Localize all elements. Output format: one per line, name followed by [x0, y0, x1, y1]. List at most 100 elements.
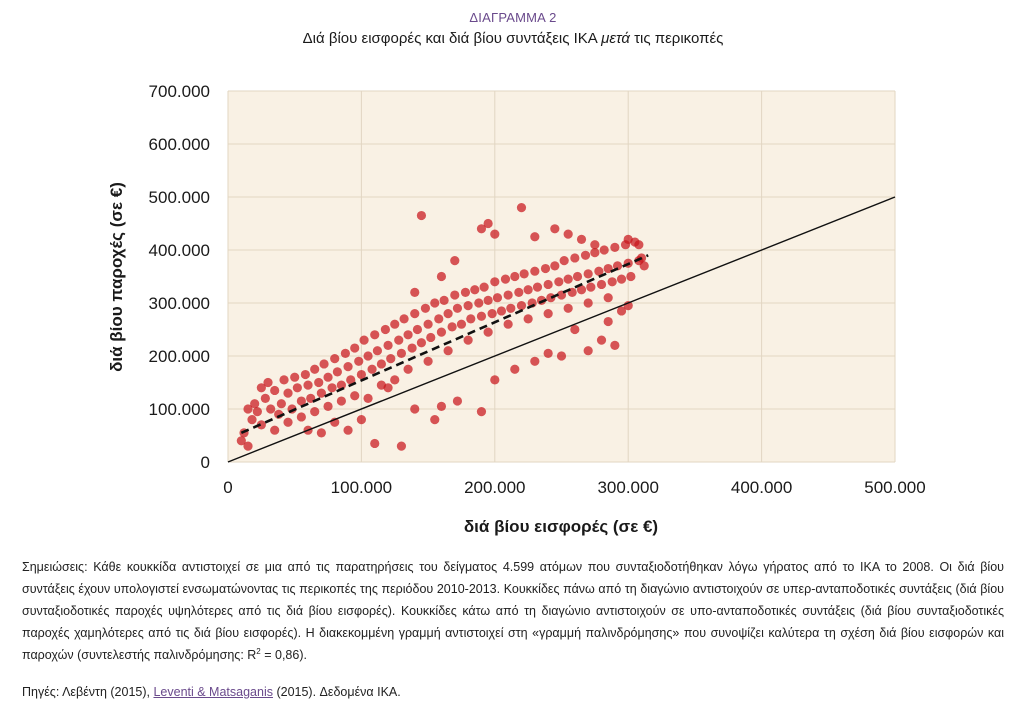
scatter-point-56	[420, 303, 431, 313]
scatter-point-43	[376, 359, 387, 369]
scatter-point-150	[530, 356, 540, 366]
scatter-point-86	[519, 269, 529, 279]
scatter-point-99	[563, 274, 573, 284]
scatter-point-75	[483, 295, 493, 305]
chart-title-part2: τις περικοπές	[629, 30, 724, 47]
scatter-point-184	[390, 375, 400, 385]
scatter-point-58	[426, 332, 436, 343]
scatter-point-110	[599, 245, 609, 255]
scatter-point-109	[596, 279, 607, 290]
scatter-point-175	[256, 420, 266, 430]
scatter-point-84	[514, 287, 524, 297]
scatter-point-10	[266, 404, 276, 414]
scatter-point-112	[607, 277, 617, 287]
scatter-point-114	[612, 261, 623, 271]
scatter-point-38	[359, 335, 369, 345]
scatter-point-178	[296, 412, 306, 422]
scatter-point-102	[572, 271, 583, 282]
scatter-point-37	[356, 369, 366, 380]
scatter-point-19	[296, 396, 306, 406]
chart-title: Διά βίου εισφορές και διά βίου συντάξεις…	[0, 30, 1026, 47]
scatter-point-156	[603, 316, 613, 327]
scatter-point-42	[372, 346, 383, 356]
scatter-point-81	[503, 290, 513, 300]
scatter-point-59	[430, 298, 440, 308]
scatter-point-35	[350, 343, 360, 353]
sources-prefix: Πηγές: Λεβέντη (2015),	[22, 685, 154, 699]
scatter-point-30	[332, 367, 342, 377]
x-tick-label-5: 500.000	[864, 478, 925, 497]
scatter-point-169	[550, 224, 560, 234]
scatter-point-151	[543, 348, 553, 358]
scatter-point-163	[490, 229, 500, 239]
scatter-point-164	[516, 203, 527, 213]
scatter-point-89	[530, 266, 540, 276]
scatter-point-24	[314, 377, 324, 388]
scatter-point-126	[443, 346, 453, 356]
source-link[interactable]: Leventi & Matsaganis	[153, 685, 273, 699]
regression-line	[240, 254, 649, 435]
scatter-point-45	[383, 340, 393, 350]
scatter-point-142	[396, 441, 407, 451]
scatter-point-167	[410, 287, 420, 297]
scatter-point-153	[570, 324, 580, 335]
scatter-point-73	[476, 311, 487, 321]
x-tick-label-0: 0	[223, 478, 232, 497]
scatter-point-133	[583, 298, 593, 308]
scatter-point-182	[350, 391, 360, 401]
scatter-point-20	[300, 369, 310, 380]
scatter-point-66	[452, 303, 463, 313]
notes-text: Σημειώσεις: Κάθε κουκκίδα αντιστοιχεί σε…	[22, 560, 1004, 662]
scatter-point-78	[492, 293, 503, 303]
scatter-point-171	[576, 234, 587, 244]
y-tick-label-0: 0	[201, 453, 210, 472]
scatter-point-177	[283, 417, 293, 427]
scatter-point-54	[412, 324, 423, 335]
x-axis-ticks: 0 100.000 200.000 300.000 400.000 500.000	[223, 478, 925, 497]
scatter-point-63	[443, 309, 453, 319]
scatter-point-80	[500, 274, 511, 284]
scatter-point-44	[380, 324, 391, 335]
scatter-point-124	[403, 364, 413, 374]
scatter-point-85	[516, 301, 527, 311]
scatter-point-183	[376, 380, 387, 390]
scatter-point-67	[456, 319, 467, 329]
scatter-point-18	[292, 383, 302, 393]
scatter-point-125	[423, 356, 433, 366]
scatter-point-155	[596, 335, 607, 345]
y-tick-label-5: 500.000	[149, 188, 210, 207]
scatter-point-83	[510, 271, 520, 282]
scatter-point-13	[276, 399, 286, 409]
scatter-point-51	[403, 330, 413, 340]
scatter-point-40	[367, 364, 377, 374]
scatter-point-160	[416, 210, 427, 221]
figure-label: ΔΙΑΓΡΑΜΜΑ 2	[469, 10, 557, 25]
scatter-point-146	[452, 396, 463, 406]
scatter-point-181	[336, 396, 346, 406]
chart-notes: Σημειώσεις: Κάθε κουκκίδα αντιστοιχεί σε…	[22, 556, 1004, 666]
scatter-point-158	[616, 306, 627, 316]
scatter-point-11	[270, 385, 280, 396]
scatter-point-122	[639, 261, 649, 271]
scatter-point-34	[346, 375, 356, 385]
scatter-point-138	[343, 425, 353, 435]
x-tick-label-1: 100.000	[331, 478, 392, 497]
y-axis-title: διά βίου παροχές (σε €)	[107, 182, 126, 372]
scatter-point-131	[543, 309, 553, 319]
diagonal-line	[227, 196, 896, 463]
scatter-point-17	[290, 372, 300, 382]
scatter-point-61	[436, 327, 447, 337]
scatter-point-148	[490, 375, 500, 385]
scatter-point-157	[610, 340, 620, 350]
scatter-point-165	[436, 271, 447, 282]
scatter-point-79	[496, 306, 507, 316]
chart-title-italic: μετά	[601, 30, 630, 47]
scatter-point-139	[356, 415, 366, 425]
scatter-point-134	[603, 293, 613, 303]
scatter-point-174	[634, 240, 644, 250]
scatter-point-3	[243, 404, 253, 414]
scatter-point-23	[310, 364, 320, 374]
scatter-point-32	[340, 348, 350, 358]
scatter-point-7	[256, 383, 266, 393]
scatter-point-136	[316, 428, 326, 438]
